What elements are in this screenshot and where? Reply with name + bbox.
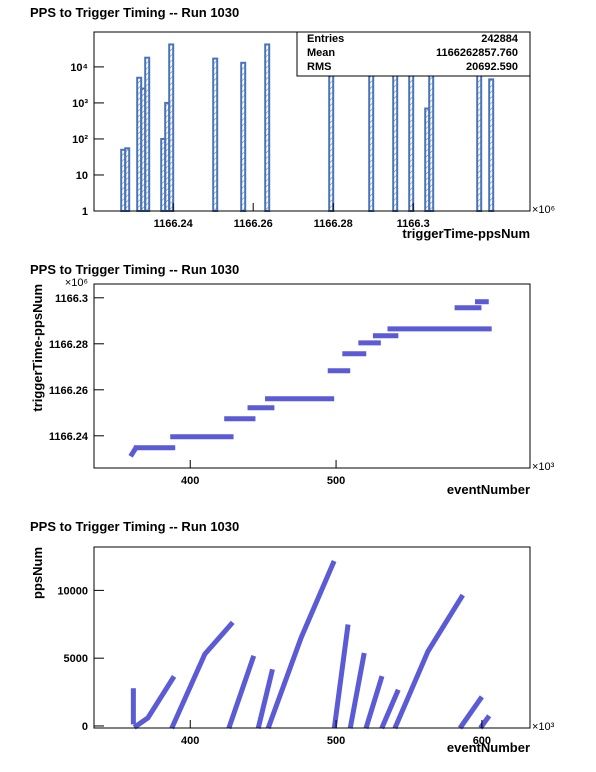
x-axis-label: triggerTime-ppsNum <box>402 226 530 241</box>
x-tick-label: 1166.26 <box>234 218 273 230</box>
stats-label: RMS <box>307 61 331 73</box>
chart-title: PPS to Trigger Timing -- Run 1030 <box>30 519 239 534</box>
frame <box>93 546 531 729</box>
marker-band <box>226 655 257 730</box>
chart-title: PPS to Trigger Timing -- Run 1030 <box>30 262 239 277</box>
marker-band <box>255 668 275 729</box>
x-tick-label: 500 <box>327 475 345 487</box>
bar <box>124 147 131 212</box>
bar <box>488 78 495 212</box>
bar <box>328 63 335 212</box>
panel: PPS to Trigger Timing -- Run 1030 400 500 6… <box>30 519 555 755</box>
bar <box>476 59 483 212</box>
panel: PPS to Trigger Timing -- Run 1030 1166.24… <box>30 5 555 241</box>
bar <box>168 43 175 213</box>
marker-band <box>478 714 492 730</box>
stats-label: Mean <box>307 47 335 59</box>
y-tick-label: 1166.28 <box>49 339 88 351</box>
panel: PPS to Trigger Timing -- Run 1030 400 500 1… <box>30 262 555 497</box>
x-multiplier: ×10⁶ <box>532 204 555 216</box>
y-tick-label: 10³ <box>72 98 88 110</box>
bar <box>408 64 415 213</box>
x-tick-label: 600 <box>473 735 491 747</box>
marker-band <box>265 559 337 730</box>
y-tick-label: 1166.3 <box>55 293 88 305</box>
marker-band <box>331 624 351 729</box>
y-tick-label: 10² <box>72 134 88 146</box>
x-tick-label: 1166.28 <box>314 218 353 230</box>
marker-band <box>363 675 385 730</box>
bar <box>264 43 271 213</box>
marker-band <box>392 593 465 730</box>
y-tick-label: 1166.26 <box>49 385 88 397</box>
stats-value: 1166262857.760 <box>436 47 518 59</box>
stats-box <box>296 31 531 77</box>
bar <box>212 57 219 213</box>
stats-value: 242884 <box>481 33 519 45</box>
bar <box>240 61 247 213</box>
x-tick-label: 1166.24 <box>154 218 194 230</box>
y-tick-label: 5000 <box>64 653 88 665</box>
frame <box>93 283 531 469</box>
marker-band <box>379 688 401 730</box>
y-multiplier: ×10⁶ <box>65 277 88 289</box>
x-tick-label: 400 <box>181 475 199 487</box>
bar <box>392 64 399 213</box>
chart-title: PPS to Trigger Timing -- Run 1030 <box>30 5 239 20</box>
x-multiplier: ×10³ <box>532 461 555 473</box>
marker-band <box>128 446 139 458</box>
marker-band <box>169 620 235 730</box>
x-axis-label: eventNumber <box>447 740 530 755</box>
marker-band <box>132 675 177 730</box>
y-tick-label: 10⁴ <box>70 62 88 74</box>
stats-value: 20692.590 <box>466 61 518 73</box>
x-tick-label: 400 <box>181 735 199 747</box>
x-axis-label: eventNumber <box>447 482 530 497</box>
bar <box>144 56 151 212</box>
y-tick-label: 0 <box>82 721 88 733</box>
y-tick-label: 1166.24 <box>49 431 89 443</box>
x-tick-label: 500 <box>327 735 345 747</box>
marker-band <box>347 652 367 729</box>
y-tick-label: 10000 <box>57 585 88 597</box>
y-axis-label: triggerTime-ppsNum <box>30 284 45 412</box>
marker-band <box>457 695 484 730</box>
y-axis-label: ppsNum <box>30 547 45 599</box>
bar <box>368 63 375 212</box>
x-tick-label: 1166.3 <box>397 218 430 230</box>
x-multiplier: ×10³ <box>532 721 555 733</box>
y-tick-label: 10 <box>76 170 88 182</box>
y-tick-label: 1 <box>82 206 88 218</box>
stats-label: Entries <box>307 33 344 45</box>
